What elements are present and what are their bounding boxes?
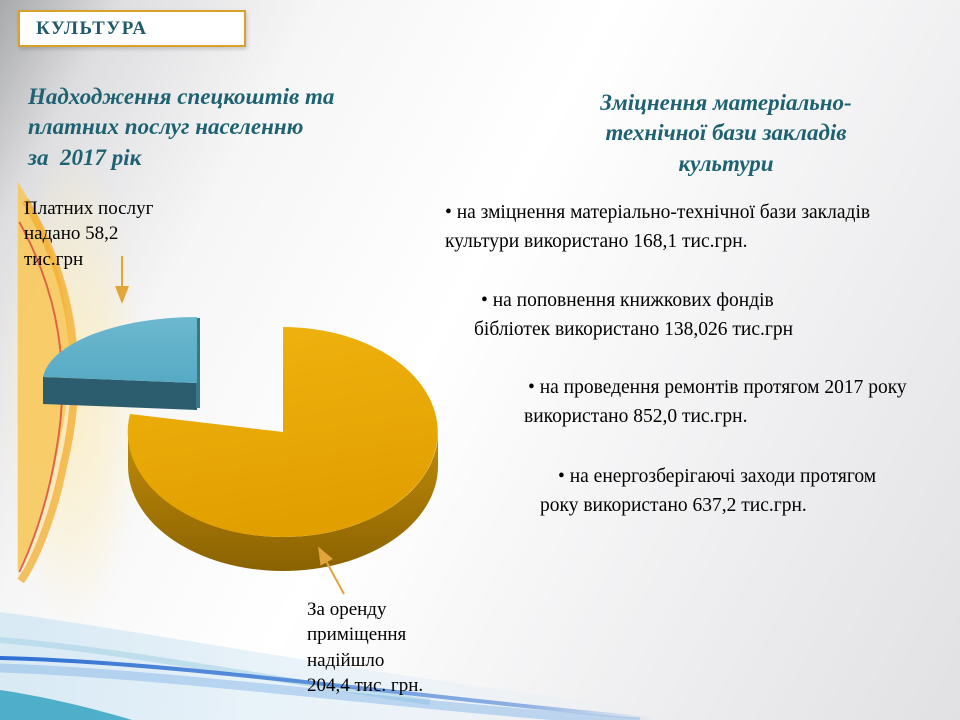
left-heading-line: за 2017 рік <box>28 144 142 170</box>
rent-label: За оренду приміщення надійшло 204,4 тис.… <box>307 599 424 697</box>
right-heading-line: Зміцнення матеріально- <box>600 90 852 115</box>
right-heading-line: технічної бази закладів <box>605 120 847 146</box>
slide-title-text: КУЛЬТУРА <box>36 17 148 39</box>
bullet-item: • на енергозберігаючі заходи протягом ро… <box>540 466 877 516</box>
blue-slice-top <box>43 317 197 383</box>
gold-slice-top <box>127 327 438 537</box>
left-heading-line: платних послуг населенню <box>28 114 304 140</box>
left-heading-line: Надходження спецкоштів та <box>28 84 335 109</box>
bullet-item: • на проведення ремонтів протягом 2017 р… <box>524 377 907 427</box>
gold-slice-side <box>128 432 438 571</box>
right-heading-line: культури <box>678 150 774 176</box>
bullet-item: • на зміцнення матеріально-технічної баз… <box>445 202 871 252</box>
arrow-to-gold-slice <box>318 546 345 595</box>
bullet-item: • на поповнення книжкових фондів бібліот… <box>474 290 794 340</box>
blue-slice-side <box>43 377 197 410</box>
left-heading: Надходження спецкоштів та платних послуг… <box>28 82 448 173</box>
blue-slice-edge <box>196 318 200 408</box>
bottom-wave-decoration <box>0 612 660 720</box>
paid-services-label: Платних послуг надано 58,2 тис.грн <box>24 198 154 270</box>
right-heading: Зміцнення матеріально- технічної бази за… <box>512 88 940 179</box>
slide-title-badge: КУЛЬТУРА <box>18 10 246 47</box>
